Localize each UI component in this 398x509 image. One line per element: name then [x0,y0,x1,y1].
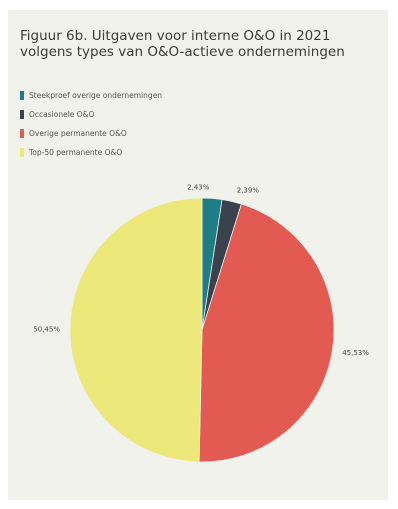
legend-swatch [20,110,24,119]
chart-title: Figuur 6b. Uitgaven voor interne O&O in … [20,28,345,60]
legend-label: Steekproef overige ondernemingen [29,91,163,100]
legend-swatch [20,91,24,100]
pie-slice [69,197,203,463]
slice-data-label: 2,39% [237,187,260,195]
legend-swatch [20,129,24,138]
pie-slice [198,203,335,463]
chart-legend: Steekproef overige ondernemingen Occasio… [20,86,162,162]
legend-label: Overige permanente O&O [29,129,127,138]
slice-data-label: 2,43% [187,183,210,191]
legend-label: Occasionele O&O [29,110,95,119]
legend-item-overige-permanente: Overige permanente O&O [20,124,162,143]
slice-data-label: 50,45% [33,326,60,334]
legend-item-steekproef: Steekproef overige ondernemingen [20,86,162,105]
legend-swatch [20,148,24,157]
legend-item-occasionele: Occasionele O&O [20,105,162,124]
legend-item-top50: Top-50 permanente O&O [20,143,162,162]
legend-label: Top-50 permanente O&O [29,148,123,157]
slice-data-label: 45,53% [342,349,369,357]
